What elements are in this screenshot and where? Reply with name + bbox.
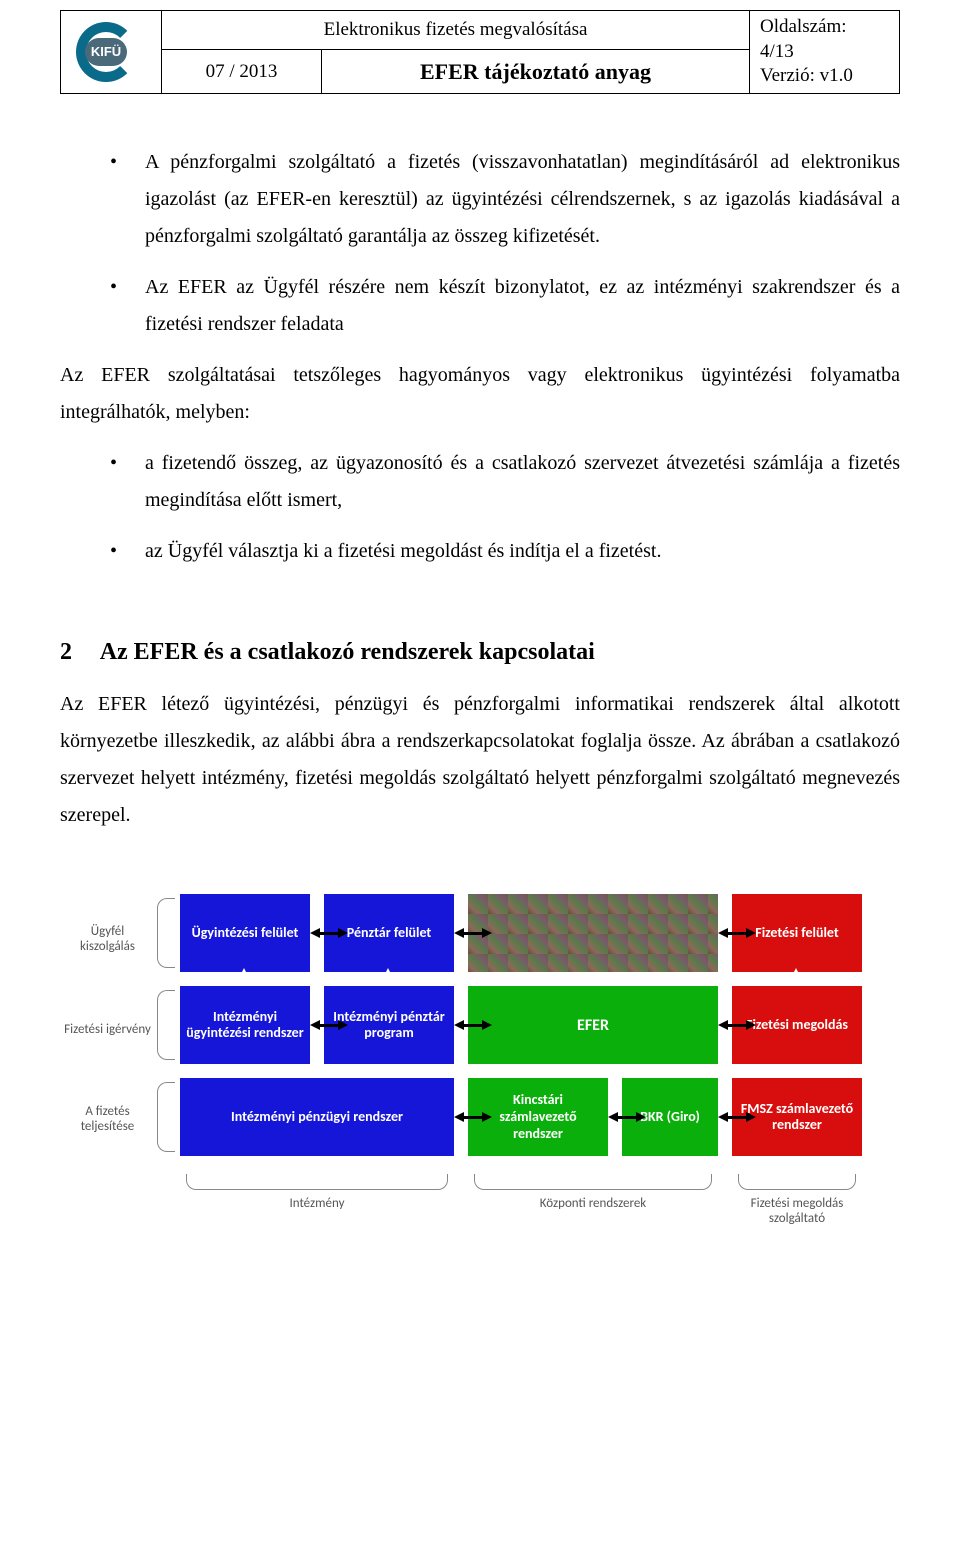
arrow-icon — [726, 1116, 748, 1119]
section-number: 2 — [60, 630, 95, 674]
arrow-icon — [462, 932, 484, 935]
box-crowd-image-icon — [468, 894, 718, 972]
logo-cell: KIFÜ — [61, 11, 162, 94]
section-2-paragraph: Az EFER létező ügyintézési, pénzügyi és … — [60, 686, 900, 834]
diagram-row-3: Intézményi pénzügyi rendszer Kincstári s… — [180, 1078, 900, 1156]
row-label-1: Ügyfél kiszolgálás — [60, 894, 155, 984]
bottom-labels: Intézmény Központi rendszerek Fizetési m… — [180, 1174, 900, 1226]
arrow-icon — [462, 1024, 484, 1027]
header-date: 07 / 2013 — [162, 50, 322, 94]
row-labels: Ügyfél kiszolgálás Fizetési igérvény A f… — [60, 894, 155, 1164]
kifu-logo-icon: KIFÜ — [71, 22, 151, 82]
bullet-a1: A pénzforgalmi szolgáltató a fizetés (vi… — [110, 144, 900, 255]
bullet-b1: a fizetendő összeg, az ügyazonosító és a… — [110, 445, 900, 519]
bullet-list-a: A pénzforgalmi szolgáltató a fizetés (vi… — [60, 144, 900, 343]
page-label: Oldalszám: — [760, 15, 889, 40]
arrow-icon — [318, 1024, 340, 1027]
bullet-b2: az Ügyfél választja ki a fizetési megold… — [110, 533, 900, 570]
bullet-a2: Az EFER az Ügyfél részére nem készít biz… — [110, 269, 900, 343]
page-value: 4/13 — [760, 40, 889, 65]
arrow-icon — [616, 1116, 638, 1119]
bottom-label-intezmeny: Intézmény — [180, 1196, 454, 1211]
header-meta: Oldalszám: 4/13 Verzió: v1.0 — [750, 11, 900, 94]
arrow-icon — [462, 1116, 484, 1119]
section-2-heading: 2 Az EFER és a csatlakozó rendszerek kap… — [60, 630, 900, 674]
architecture-diagram: Ügyfél kiszolgálás Fizetési igérvény A f… — [60, 894, 900, 1226]
left-braces — [155, 894, 180, 1164]
box-efer: EFER — [468, 986, 718, 1064]
arrow-icon — [726, 1024, 748, 1027]
logo-text: KIFÜ — [85, 38, 127, 66]
box-intezmenyi-penzugyi: Intézményi pénzügyi rendszer — [180, 1078, 454, 1156]
diagram-row-1: Ügyintézési felület Pénztár felület Fize… — [180, 894, 900, 972]
header-title-top: Elektronikus fizetés megvalósítása — [162, 11, 750, 50]
bullet-list-b: a fizetendő összeg, az ügyazonosító és a… — [60, 445, 900, 570]
version: Verzió: v1.0 — [760, 64, 889, 89]
document-header: KIFÜ Elektronikus fizetés megvalósítása … — [60, 10, 900, 94]
row-label-2: Fizetési igérvény — [60, 984, 155, 1074]
row-label-3: A fizetés teljesítése — [60, 1074, 155, 1164]
header-title-main: EFER tájékoztató anyag — [322, 50, 750, 94]
box-intezmenyi-ugyintezesi: Intézményi ügyintézési rendszer — [180, 986, 310, 1064]
bottom-label-fizetesi: Fizetési megoldás szolgáltató — [732, 1196, 862, 1226]
bottom-label-kozponti: Központi rendszerek — [468, 1196, 718, 1211]
box-ugyintezesi-felulet: Ügyintézési felület — [180, 894, 310, 972]
arrow-icon — [318, 932, 340, 935]
diagram-row-2: Intézményi ügyintézési rendszer Intézmén… — [180, 986, 900, 1064]
section-title: Az EFER és a csatlakozó rendszerek kapcs… — [100, 639, 595, 665]
diagram-grid: Ügyintézési felület Pénztár felület Fize… — [180, 894, 900, 1164]
body-content: A pénzforgalmi szolgáltató a fizetés (vi… — [60, 144, 900, 834]
paragraph-intro: Az EFER szolgáltatásai tetszőleges hagyo… — [60, 357, 900, 431]
arrow-icon — [726, 932, 748, 935]
